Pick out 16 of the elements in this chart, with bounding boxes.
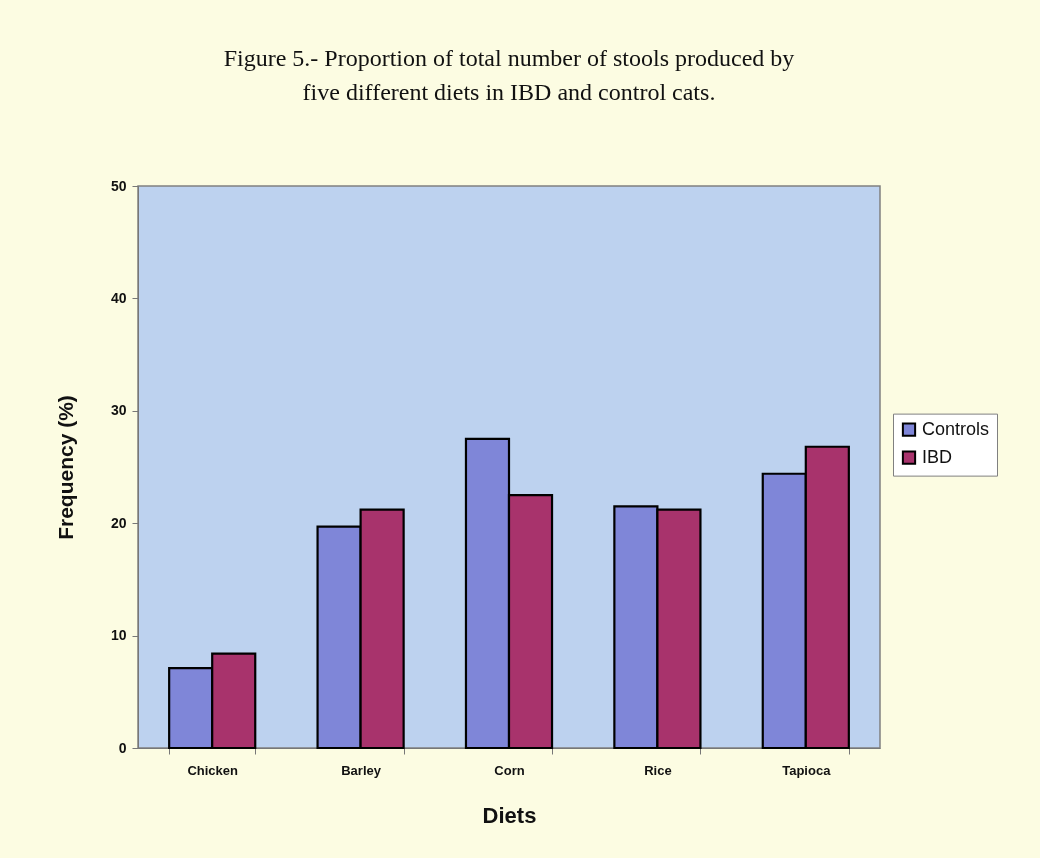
y-tick-label: 20 <box>110 514 127 531</box>
legend-label: Controls <box>922 418 990 439</box>
x-tick-label: Corn <box>494 762 525 778</box>
y-tick-label: 40 <box>110 289 127 306</box>
y-tick-label: 0 <box>118 739 127 756</box>
y-axis-title: Frequency (%) <box>53 395 77 540</box>
x-tick-label: Chicken <box>187 762 239 778</box>
y-tick-label: 10 <box>110 627 127 644</box>
y-tick-label: 50 <box>110 177 127 194</box>
x-tick-label: Tapioca <box>782 762 832 778</box>
y-tick-label: 30 <box>110 402 127 419</box>
legend-label: IBD <box>922 446 953 467</box>
x-tick-label: Rice <box>644 762 672 778</box>
x-tick-label: Barley <box>341 762 382 778</box>
x-axis-title: Diets <box>482 802 537 828</box>
chart-title: Figure 5.- Proportion of total number of stools produced by five different diets in IBD and control cats. <box>223 45 795 105</box>
